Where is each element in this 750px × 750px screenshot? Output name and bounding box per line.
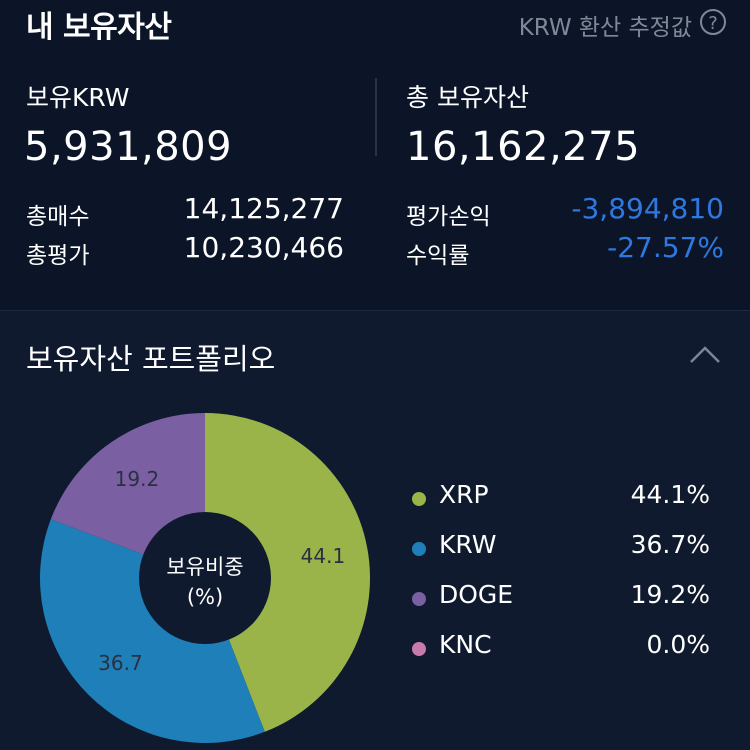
legend-dot-icon bbox=[412, 592, 426, 606]
profit-loss-value: -3,894,810 bbox=[571, 192, 724, 225]
legend-dot-icon bbox=[412, 492, 426, 506]
total-eval-value: 10,230,466 bbox=[183, 231, 344, 264]
slice-label-doge: 19.2 bbox=[115, 467, 160, 491]
legend-item-knc[interactable]: KNC 0.0% bbox=[412, 630, 710, 670]
legend-dot-icon bbox=[412, 542, 426, 556]
slice-label-xrp: 44.1 bbox=[301, 544, 346, 568]
legend-item-xrp[interactable]: XRP 44.1% bbox=[412, 480, 710, 520]
donut-center-label: 보유비중 bbox=[166, 555, 243, 579]
legend-item-name: KNC bbox=[439, 630, 492, 659]
profit-loss-label: 평가손익 bbox=[406, 204, 491, 230]
legend-dot-icon bbox=[412, 642, 426, 656]
portfolio-donut-chart: 보유비중 (%) 44.1 36.7 19.2 bbox=[40, 413, 370, 743]
section-divider bbox=[0, 310, 750, 311]
legend-item-doge[interactable]: DOGE 19.2% bbox=[412, 580, 710, 620]
legend-item-percent: 44.1% bbox=[630, 480, 710, 509]
donut-center-unit: (%) bbox=[187, 585, 223, 609]
return-rate-value: -27.57% bbox=[607, 231, 724, 264]
total-buy-value: 14,125,277 bbox=[183, 192, 344, 225]
total-assets-value: 16,162,275 bbox=[406, 124, 641, 170]
summary-divider bbox=[375, 78, 377, 156]
donut-hole bbox=[139, 512, 271, 644]
total-assets-label: 총 보유자산 bbox=[406, 83, 529, 112]
legend-item-name: KRW bbox=[439, 530, 497, 559]
page-title: 내 보유자산 bbox=[26, 10, 172, 45]
legend-item-name: DOGE bbox=[439, 580, 514, 609]
legend-item-percent: 19.2% bbox=[630, 580, 710, 609]
legend-item-name: XRP bbox=[439, 480, 489, 509]
slice-label-krw: 36.7 bbox=[98, 651, 143, 675]
donut-slice-xrp[interactable] bbox=[205, 413, 370, 732]
legend-item-krw[interactable]: KRW 36.7% bbox=[412, 530, 710, 570]
portfolio-title: 보유자산 포트폴리오 bbox=[26, 342, 276, 376]
krw-estimate-note: KRW 환산 추정값 bbox=[518, 15, 692, 41]
total-eval-label: 총평가 bbox=[26, 243, 90, 269]
krw-holding-label: 보유KRW bbox=[26, 83, 130, 112]
return-rate-label: 수익률 bbox=[406, 243, 470, 269]
legend-item-percent: 0.0% bbox=[646, 630, 710, 659]
donut-slice-krw[interactable] bbox=[40, 519, 265, 743]
chevron-up-icon[interactable] bbox=[688, 343, 722, 367]
help-icon[interactable]: ? bbox=[700, 9, 726, 35]
summary-panel: 내 보유자산 KRW 환산 추정값 ? 보유KRW 5,931,809 총 보유… bbox=[0, 0, 750, 310]
total-buy-label: 총매수 bbox=[26, 204, 90, 230]
krw-holding-value: 5,931,809 bbox=[24, 124, 233, 170]
legend-item-percent: 36.7% bbox=[630, 530, 710, 559]
